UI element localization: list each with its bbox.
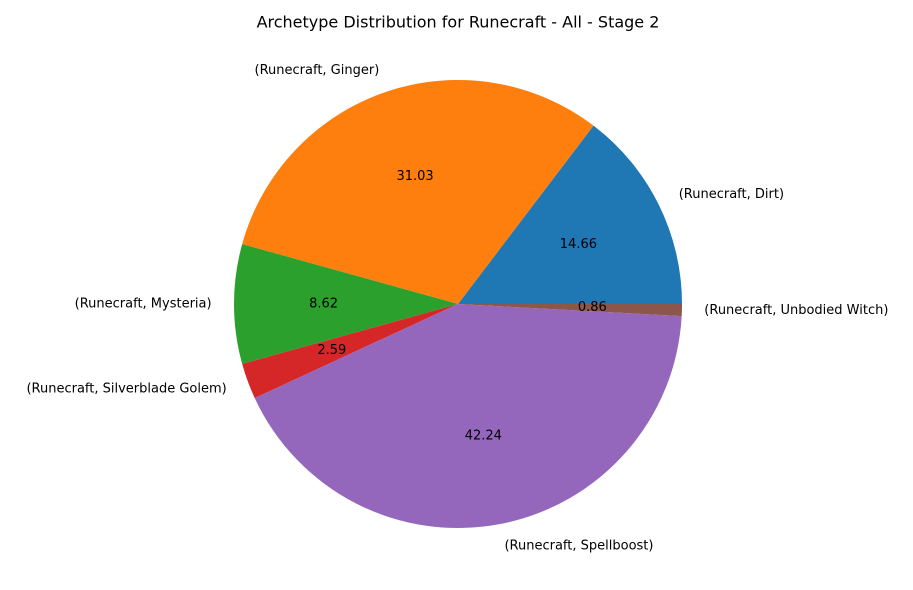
pie-labels: 14.66 (Runecraft, Dirt) 31.03 (Runecraft, G… — [26, 63, 888, 553]
pie-slice-runecraft-spellboost — [254, 304, 682, 528]
pie-slices — [234, 79, 682, 528]
slice-category-label: (Runecraft, Mysteria) — [75, 297, 212, 312]
slice-value-label: 2.59 — [317, 343, 346, 358]
pie-slice-runecraft-silverblade-golem — [242, 304, 458, 399]
pie-slice-runecraft-ginger — [242, 79, 594, 304]
pie-slice-runecraft-dirt — [458, 125, 682, 305]
chart-title: Archetype Distribution for Runecraft - A… — [257, 13, 660, 32]
slice-category-label: (Runecraft, Silverblade Golem) — [26, 381, 226, 396]
slice-value-label: 14.66 — [560, 237, 597, 252]
slice-value-label: 42.24 — [465, 428, 502, 443]
pie-slice-runecraft-unbodied-witch — [458, 304, 682, 317]
pie-slice-runecraft-mysteria — [234, 244, 458, 364]
slice-value-label: 31.03 — [396, 169, 433, 184]
slice-value-label: 8.62 — [309, 297, 338, 312]
slice-category-label: (Runecraft, Unbodied Witch) — [704, 303, 888, 318]
slice-category-label: (Runecraft, Dirt) — [679, 187, 784, 202]
slice-category-label: (Runecraft, Ginger) — [255, 63, 380, 78]
slice-value-label: 0.86 — [578, 300, 607, 315]
slice-category-label: (Runecraft, Spellboost) — [504, 538, 653, 553]
